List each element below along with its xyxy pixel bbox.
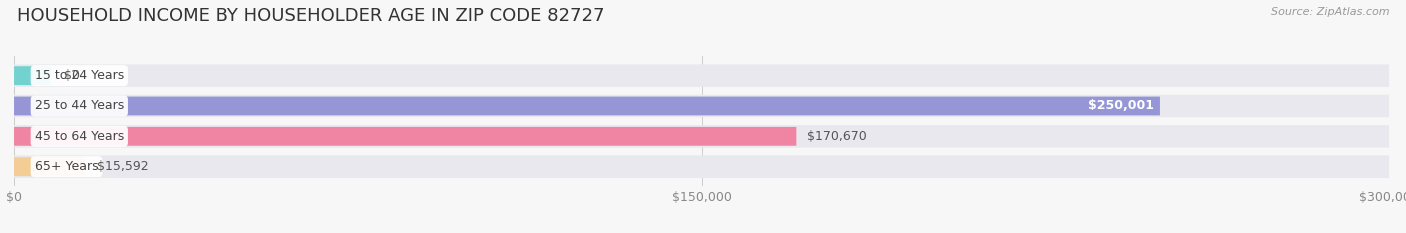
FancyBboxPatch shape xyxy=(14,125,1389,147)
FancyBboxPatch shape xyxy=(14,157,86,176)
Text: 45 to 64 Years: 45 to 64 Years xyxy=(35,130,124,143)
Text: $0: $0 xyxy=(65,69,80,82)
Text: Source: ZipAtlas.com: Source: ZipAtlas.com xyxy=(1271,7,1389,17)
Text: $15,592: $15,592 xyxy=(97,160,148,173)
Text: HOUSEHOLD INCOME BY HOUSEHOLDER AGE IN ZIP CODE 82727: HOUSEHOLD INCOME BY HOUSEHOLDER AGE IN Z… xyxy=(17,7,605,25)
Text: 15 to 24 Years: 15 to 24 Years xyxy=(35,69,124,82)
Text: $250,001: $250,001 xyxy=(1088,99,1154,113)
Text: $170,670: $170,670 xyxy=(807,130,868,143)
FancyBboxPatch shape xyxy=(14,66,51,85)
Text: 25 to 44 Years: 25 to 44 Years xyxy=(35,99,124,113)
FancyBboxPatch shape xyxy=(14,64,1389,87)
FancyBboxPatch shape xyxy=(14,127,796,146)
FancyBboxPatch shape xyxy=(14,155,1389,178)
FancyBboxPatch shape xyxy=(14,97,1160,115)
Text: 65+ Years: 65+ Years xyxy=(35,160,98,173)
FancyBboxPatch shape xyxy=(14,95,1389,117)
